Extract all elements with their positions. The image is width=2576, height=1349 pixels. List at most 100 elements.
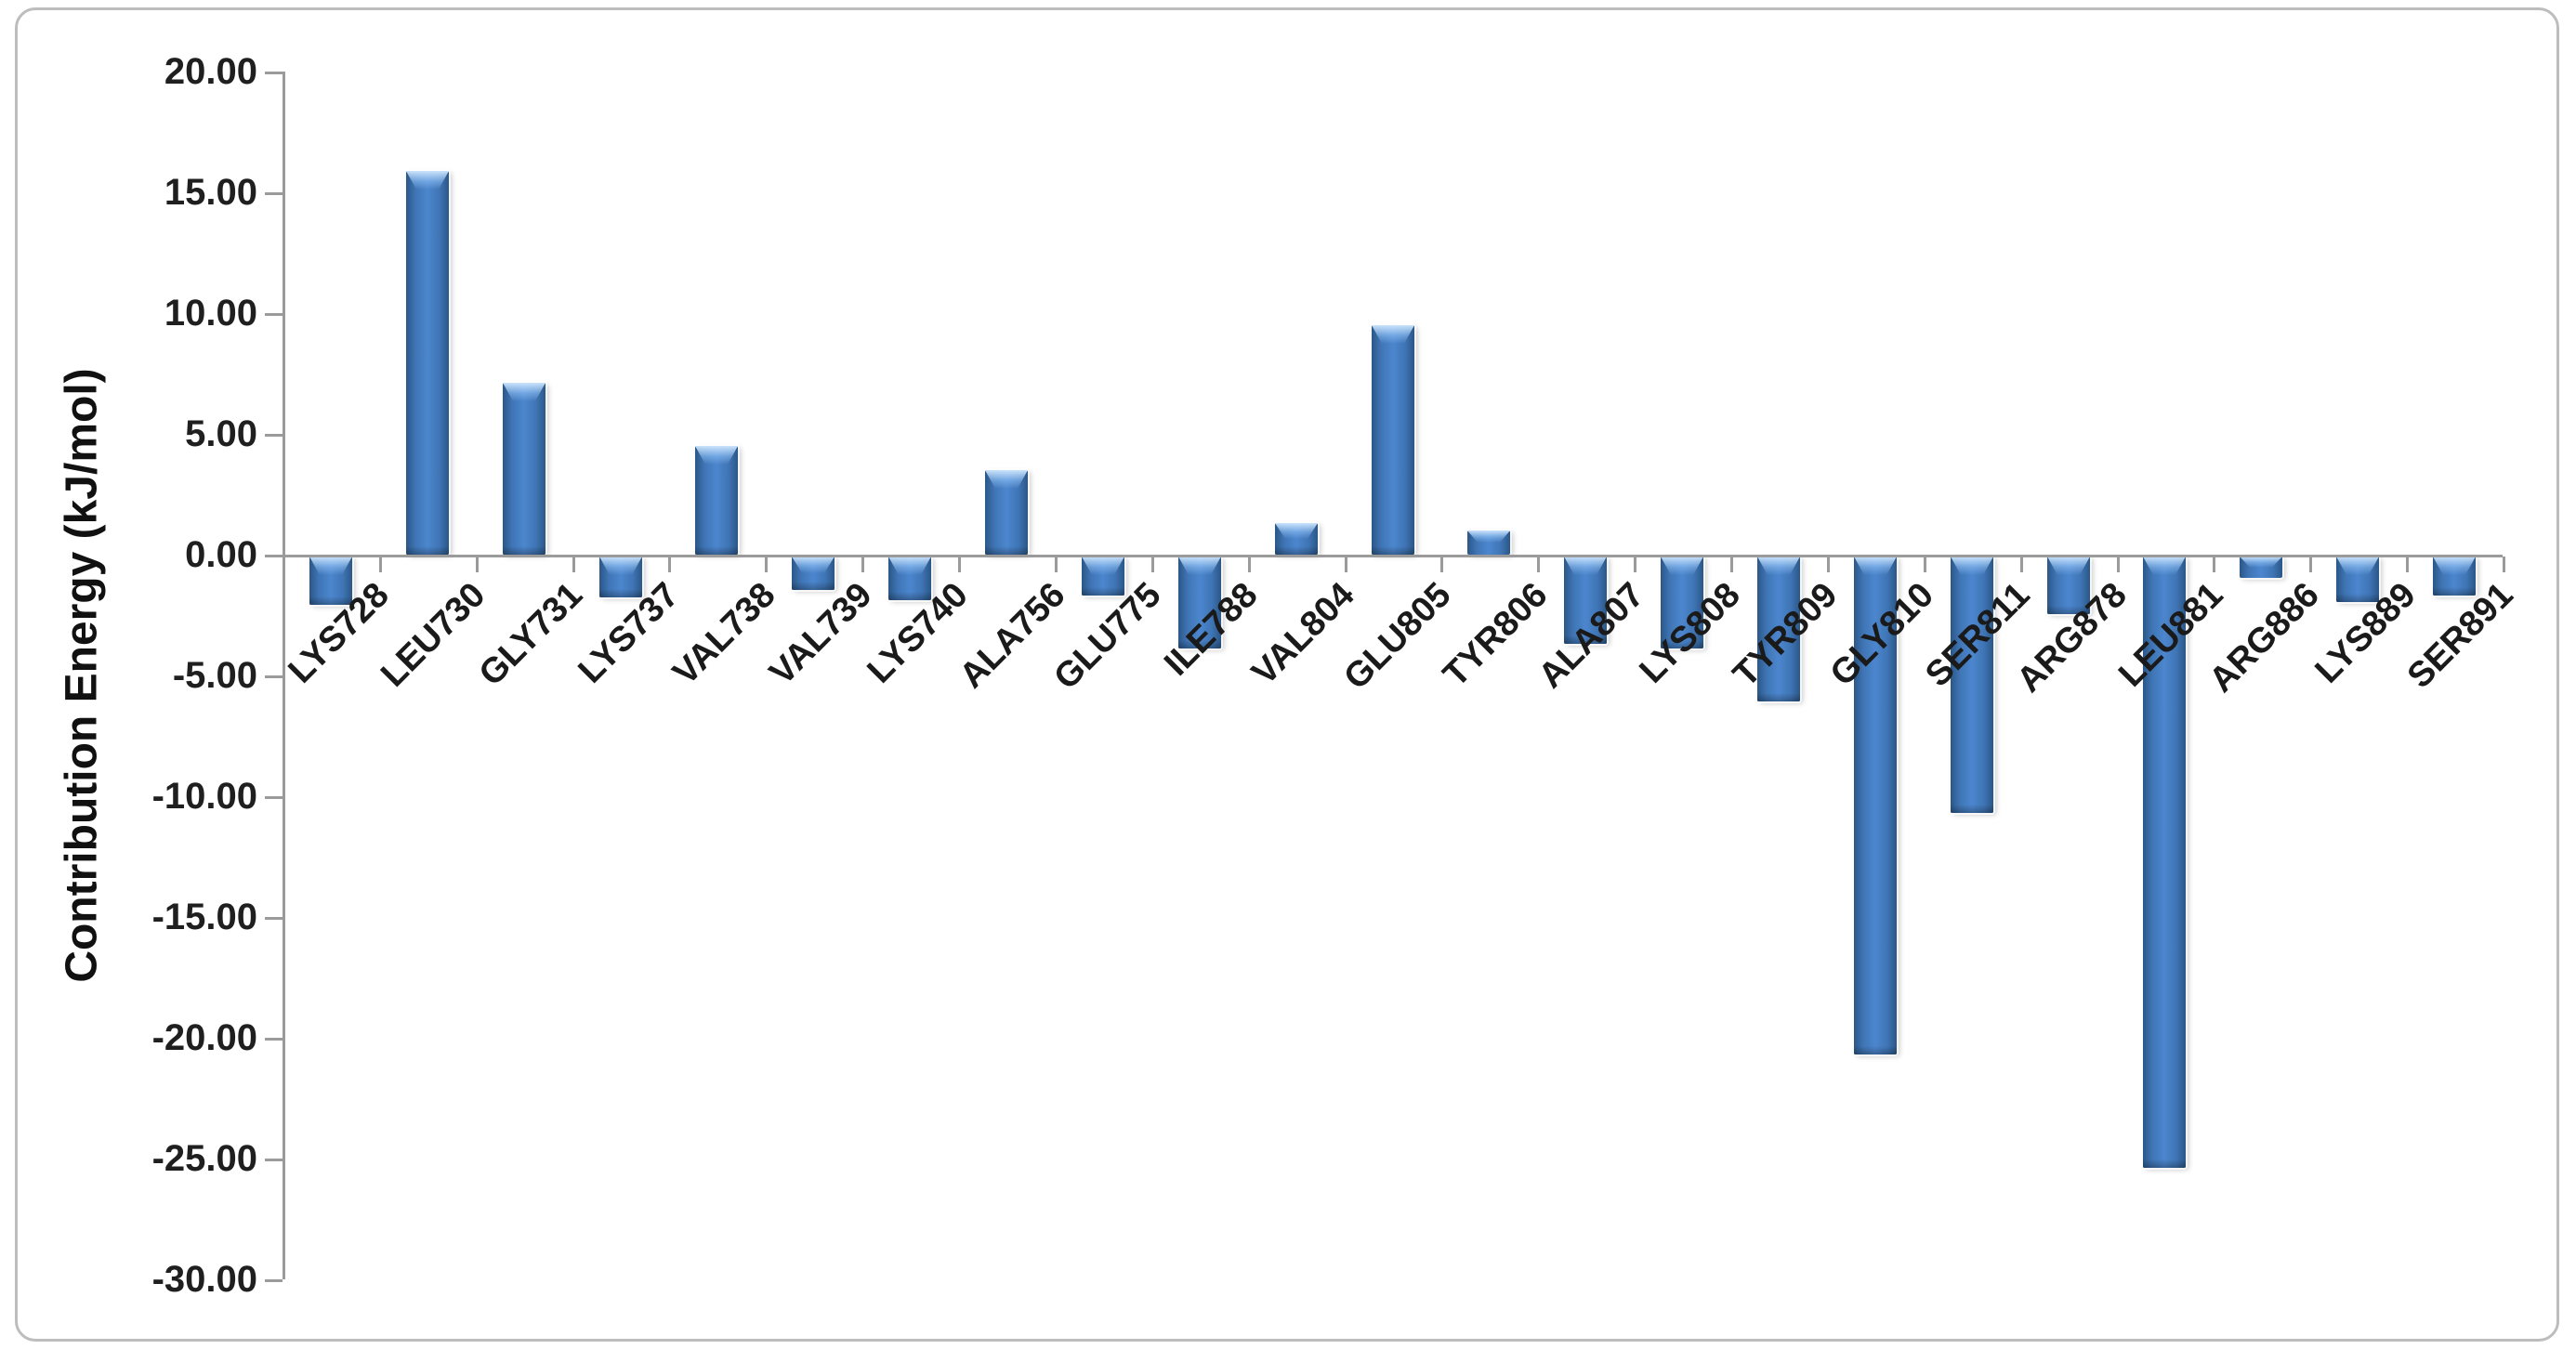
y-tick-label: 10.00 (164, 293, 257, 334)
x-tick-mark (283, 557, 285, 572)
x-tick-mark (765, 557, 768, 572)
bar-bottom-shade (1951, 805, 1993, 813)
bar-top-bevel (1661, 557, 1703, 575)
x-category-label-LEU730: LEU730 (374, 575, 493, 695)
x-tick-mark (2503, 557, 2505, 572)
bar-bottom-shade (2336, 594, 2379, 602)
x-category-label-VAL738: VAL738 (665, 575, 783, 693)
bar-SER811 (1951, 557, 1993, 813)
bar-bottom-shade (695, 546, 738, 555)
bar-bottom-shade (1854, 1046, 1897, 1054)
bar-ARG886 (2240, 557, 2282, 578)
y-tick-mark (265, 675, 283, 678)
bar-ARG878 (2047, 557, 2090, 614)
bar-top-bevel (2143, 557, 2186, 575)
bar-top-bevel (985, 470, 1028, 489)
y-tick-label: 5.00 (185, 413, 257, 454)
x-tick-mark (2406, 557, 2409, 572)
x-tick-mark (1151, 557, 1154, 572)
x-tick-mark (1634, 557, 1636, 572)
x-tick-mark (1440, 557, 1443, 572)
y-tick-mark (265, 72, 283, 74)
x-tick-mark (861, 557, 864, 572)
y-tick-label: -15.00 (151, 897, 257, 937)
bar-top-bevel (1564, 557, 1607, 575)
bar-top-bevel (1854, 557, 1897, 575)
bar-GLU805 (1372, 325, 1414, 555)
x-tick-mark (1537, 557, 1540, 572)
x-category-label-VAL739: VAL739 (762, 575, 880, 693)
x-tick-mark (1055, 557, 1058, 572)
bar-top-bevel (599, 557, 642, 575)
bar-bottom-shade (2433, 587, 2476, 596)
bar-bottom-shade (406, 546, 449, 555)
bar-VAL804 (1275, 523, 1318, 555)
bar-bottom-shade (503, 546, 545, 555)
x-category-label-TYR806: TYR806 (1436, 575, 1556, 695)
bar-ALA756 (985, 470, 1028, 555)
bar-top-bevel (2336, 557, 2379, 575)
bar-top-bevel (2433, 557, 2476, 575)
bar-GLY731 (503, 383, 545, 555)
bar-SER891 (2433, 557, 2476, 596)
bar-ILE788 (1178, 557, 1221, 648)
x-tick-mark (572, 557, 575, 572)
bar-bottom-shade (2047, 606, 2090, 614)
bar-top-bevel (888, 557, 931, 575)
bar-top-bevel (1467, 530, 1510, 543)
bar-top-bevel (2047, 557, 2090, 575)
x-tick-mark (2213, 557, 2215, 572)
bar-bottom-shade (792, 582, 835, 590)
bar-bottom-shade (1178, 640, 1221, 648)
x-tick-mark (2117, 557, 2120, 572)
y-tick-mark (265, 1159, 283, 1161)
x-tick-mark (476, 557, 479, 572)
bar-top-bevel (1757, 557, 1800, 575)
bar-top-bevel (792, 557, 835, 573)
bar-bottom-shade (309, 596, 352, 605)
bar-top-bevel (2240, 557, 2282, 568)
bar-LYS728 (309, 557, 352, 605)
y-tick-label: -25.00 (151, 1138, 257, 1179)
bar-LEU881 (2143, 557, 2186, 1168)
bar-bottom-shade (1372, 546, 1414, 555)
bar-LYS737 (599, 557, 642, 597)
bar-top-bevel (1951, 557, 1993, 575)
bar-GLU775 (1082, 557, 1124, 596)
y-tick-mark (265, 192, 283, 195)
figure-border (15, 7, 2559, 1342)
y-tick-mark (265, 1279, 283, 1282)
x-tick-mark (2309, 557, 2312, 572)
bar-bottom-shade (888, 592, 931, 600)
y-tick-label: -30.00 (151, 1259, 257, 1300)
bar-top-bevel (406, 171, 449, 190)
x-category-label-GLY731: GLY731 (471, 575, 590, 694)
y-tick-mark (265, 434, 283, 437)
x-tick-mark (2020, 557, 2023, 572)
bar-top-bevel (1275, 523, 1318, 539)
bar-TYR809 (1757, 557, 1800, 701)
x-tick-mark (958, 557, 961, 572)
bar-bottom-shade (1661, 640, 1703, 648)
bar-ALA807 (1564, 557, 1607, 644)
bar-VAL739 (792, 557, 835, 590)
y-tick-label: -20.00 (151, 1017, 257, 1058)
bar-top-bevel (1178, 557, 1221, 575)
y-tick-label: -5.00 (172, 655, 257, 696)
x-tick-mark (379, 557, 382, 572)
bar-bottom-shade (1275, 546, 1318, 555)
bar-LYS740 (888, 557, 931, 600)
x-tick-mark (1248, 557, 1251, 572)
y-axis-line (283, 72, 285, 1279)
x-tick-mark (1924, 557, 1926, 572)
bar-bottom-shade (1082, 587, 1124, 596)
y-tick-label: 20.00 (164, 51, 257, 92)
bar-top-bevel (695, 446, 738, 465)
bar-LYS808 (1661, 557, 1703, 648)
x-tick-mark (1730, 557, 1733, 572)
y-tick-label: 0.00 (185, 534, 257, 575)
y-tick-label: 15.00 (164, 172, 257, 213)
bar-top-bevel (1372, 325, 1414, 344)
